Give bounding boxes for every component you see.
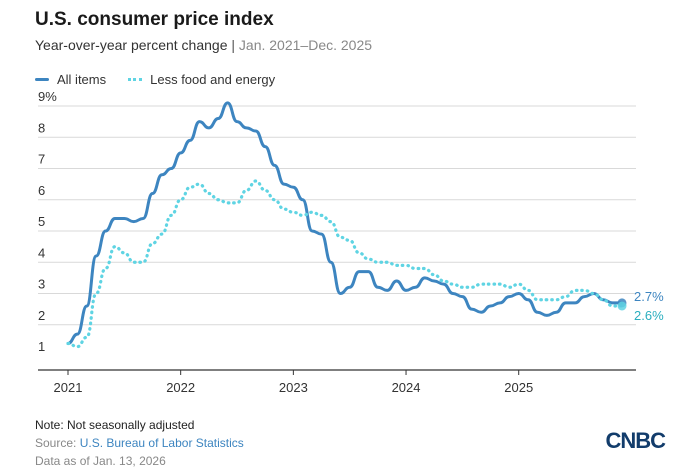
cnbc-logo: CNBC [605, 428, 666, 453]
y-tick-label: 6 [38, 183, 45, 198]
series-line-core [66, 179, 624, 349]
source-prefix: Source: [35, 436, 80, 450]
legend-swatch-solid [35, 78, 49, 81]
series-lines [66, 101, 624, 349]
y-tick-label: 2 [38, 308, 45, 323]
end-marker-core [617, 301, 627, 311]
x-tick-label: 2024 [392, 380, 421, 395]
subtitle-separator: | [227, 37, 239, 53]
x-tick-label: 2025 [504, 380, 533, 395]
legend-swatch-dotted [128, 78, 143, 81]
x-tick-label: 2022 [166, 380, 195, 395]
legend-label-all-items: All items [57, 72, 107, 87]
series-line-all-items [66, 101, 624, 345]
end-label-core: 2.6% [634, 308, 664, 323]
legend-label-core: Less food and energy [150, 72, 276, 87]
data-as-of: Data as of Jan. 13, 2026 [35, 454, 166, 468]
chart-subtitle: Year-over-year percent change | Jan. 202… [35, 37, 372, 53]
chart-title: U.S. consumer price index [35, 9, 274, 30]
end-label-all-items: 2.7% [634, 289, 664, 304]
footnote: Note: Not seasonally adjusted [35, 418, 195, 432]
source-link[interactable]: U.S. Bureau of Labor Statistics [79, 436, 244, 450]
legend-item-core: Less food and energy [128, 72, 275, 87]
y-tick-label: 7 [38, 152, 45, 167]
y-tick-label: 5 [38, 214, 45, 229]
y-tick-label: 8 [38, 120, 45, 135]
x-tick-label: 2023 [279, 380, 308, 395]
y-tick-label: 9% [38, 89, 57, 104]
y-tick-label: 1 [38, 339, 45, 354]
end-labels: 2.7% 2.6% [617, 289, 664, 323]
subtitle-date-range: Jan. 2021–Dec. 2025 [238, 37, 373, 53]
x-tick-label: 2021 [54, 380, 83, 395]
subtitle-main: Year-over-year percent change [35, 37, 228, 53]
y-tick-label: 4 [38, 245, 45, 260]
legend-item-all-items: All items [35, 72, 106, 87]
y-axis-ticks: 1 2 3 4 5 6 7 8 9% [38, 89, 57, 354]
chart-legend: All items Less food and energy [35, 72, 297, 87]
source-line: Source: U.S. Bureau of Labor Statistics [35, 436, 244, 450]
grid-lines [38, 105, 636, 326]
x-axis: 2021 2022 2023 2024 2025 [38, 369, 636, 395]
y-tick-label: 3 [38, 277, 45, 292]
